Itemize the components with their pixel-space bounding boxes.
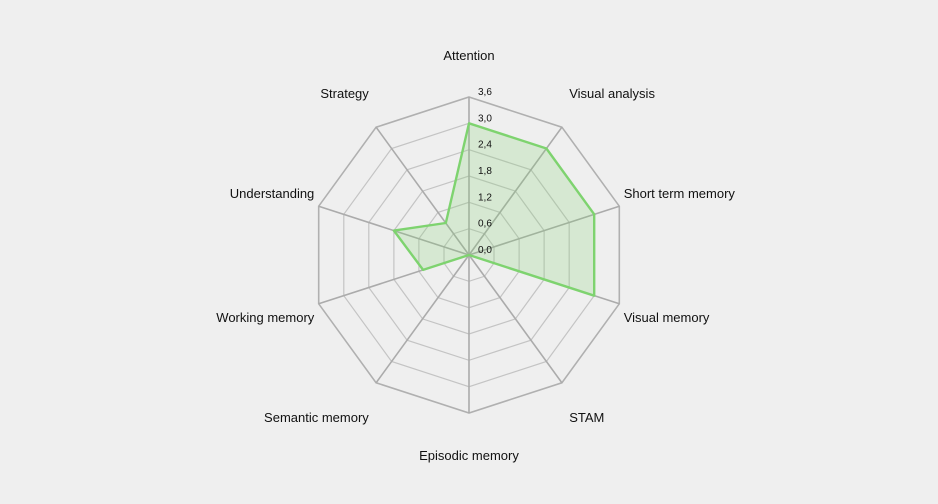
tick-label: 0,6 <box>478 219 492 230</box>
tick-label: 2,4 <box>478 140 492 151</box>
category-label: Episodic memory <box>419 448 519 463</box>
tick-label: 1,8 <box>478 166 492 177</box>
tick-label: 1,2 <box>478 192 492 203</box>
grid-spoke-6 <box>375 254 470 384</box>
category-label: STAM <box>569 410 604 425</box>
category-label: Working memory <box>216 310 315 325</box>
tick-label: 3,6 <box>478 87 492 98</box>
category-label: Understanding <box>230 186 315 201</box>
grid-spoke-9 <box>375 126 470 256</box>
grid-spoke-4 <box>468 254 563 384</box>
tick-layer: 0,0 0,6 1,2 1,8 2,4 3,0 3,6 <box>478 87 492 256</box>
series-area-0 <box>392 122 596 297</box>
category-label-layer: Attention Visual analysis Short term memor… <box>216 48 735 463</box>
grid-layer <box>317 96 621 414</box>
tick-label: 3,0 <box>478 113 492 124</box>
category-label: Semantic memory <box>264 410 369 425</box>
category-label: Attention <box>443 48 494 63</box>
series-layer <box>392 122 596 297</box>
category-label: Visual analysis <box>569 86 655 101</box>
category-label: Strategy <box>320 86 369 101</box>
category-label: Short term memory <box>624 186 736 201</box>
category-label: Visual memory <box>624 310 710 325</box>
tick-label: 0,0 <box>478 245 492 256</box>
